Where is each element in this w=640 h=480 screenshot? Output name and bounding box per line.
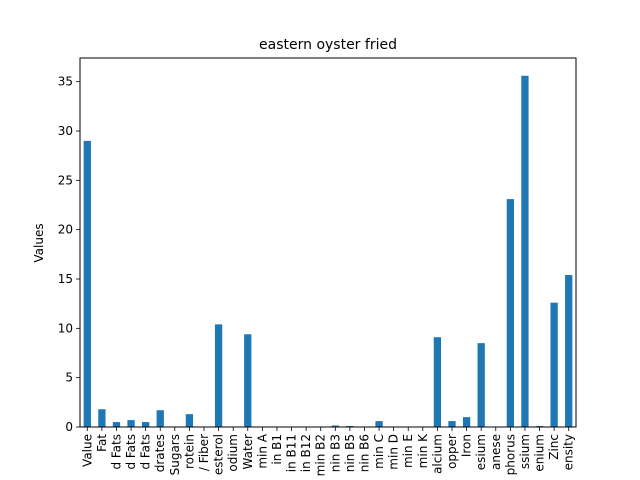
bar [156,410,164,427]
bar [550,302,558,427]
x-tick-label: in B12 [299,434,313,472]
y-tick-label: 25 [58,173,73,187]
bar [433,337,442,427]
x-tick-label: d Fats [139,434,153,470]
x-tick-label: Water [241,434,255,470]
x-tick-label: Zinc [547,434,561,460]
x-tick-label: min D [387,434,401,470]
bar [112,422,121,427]
y-tick-label: 35 [58,75,73,89]
x-axis-ticks: Value Fat d Fats d Fats d Fats drates Sugars ro… [80,427,576,476]
x-tick-label: in B1 [270,434,284,465]
x-tick-label: min E [401,434,415,468]
y-tick-label: 0 [65,420,73,434]
x-tick-label: phorus [503,434,517,475]
bar [127,420,135,427]
bar [506,199,514,427]
x-tick-label: d Fats [124,434,138,470]
x-tick-label: ensity [562,434,576,470]
x-tick-label: opper [445,434,459,469]
bar [331,425,339,427]
x-tick-label: Sugars [168,434,182,475]
x-tick-label: min A [255,433,269,468]
bar [462,417,471,427]
y-axis-ticks: 0 5 10 15 20 25 30 35 [58,75,80,434]
x-tick-label: nin B6 [357,434,371,472]
x-tick-label: in B11 [285,434,299,472]
bar [214,324,223,427]
y-tick-label: 10 [58,321,73,335]
bar [448,421,456,427]
bar [244,334,252,427]
x-tick-label: enium [533,434,547,472]
x-tick-label: nin B5 [343,434,357,472]
y-tick-label: 30 [58,124,73,138]
y-tick-label: 20 [58,223,73,237]
x-tick-label: ssium [518,434,532,469]
bar [521,75,529,427]
x-tick-label: rotein [182,434,196,469]
plot-frame [79,57,577,428]
x-tick-label: anese [489,434,503,470]
x-tick-label: Value [80,434,94,467]
x-tick-label: min B2 [314,434,328,476]
x-tick-label: alcium [430,434,444,474]
y-axis-label: Values [32,223,46,262]
chart-title: eastern oyster fried [259,37,397,53]
x-tick-label: min C [372,434,386,469]
x-tick-label: esterol [212,434,226,475]
x-tick-label: Fat [95,434,109,452]
y-tick-label: 5 [65,371,73,385]
bar [98,409,106,427]
x-tick-label: min K [416,433,430,468]
x-tick-label: Iron [460,434,474,457]
y-tick-label: 15 [58,272,73,286]
bar [83,140,91,427]
bar [375,421,383,427]
bar [477,343,485,427]
x-tick-label: / Fiber [197,434,211,471]
x-tick-label: drates [153,434,167,472]
bar [142,422,150,427]
bar [565,275,573,427]
x-tick-label: d Fats [109,434,123,470]
bar [185,414,194,427]
x-tick-label: odium [226,434,240,472]
x-tick-label: esium [474,434,488,470]
bars-group [83,75,573,427]
x-tick-label: nin B3 [328,434,342,472]
